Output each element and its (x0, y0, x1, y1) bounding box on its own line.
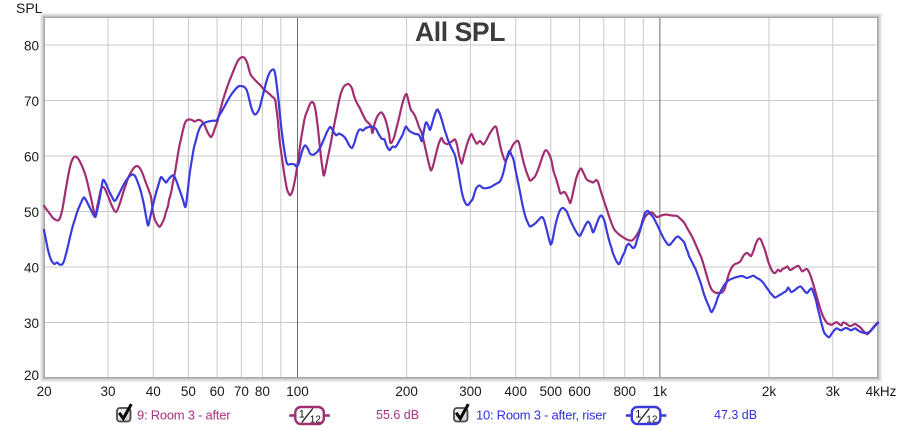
svg-text:2k: 2k (762, 384, 777, 399)
svg-text:1: 1 (635, 409, 641, 421)
svg-text:1: 1 (299, 409, 305, 421)
svg-text:500: 500 (540, 384, 563, 399)
svg-text:12: 12 (646, 415, 658, 426)
svg-text:47.3 dB: 47.3 dB (714, 408, 757, 422)
svg-text:70: 70 (234, 384, 249, 399)
svg-text:200: 200 (395, 384, 418, 399)
svg-text:30: 30 (100, 384, 115, 399)
svg-text:SPL: SPL (16, 0, 43, 16)
svg-text:1k: 1k (653, 384, 668, 399)
svg-text:20: 20 (24, 368, 39, 383)
svg-text:600: 600 (568, 384, 591, 399)
svg-text:60: 60 (210, 384, 225, 399)
svg-text:100: 100 (286, 384, 309, 399)
svg-text:70: 70 (24, 94, 39, 109)
svg-text:60: 60 (24, 150, 39, 165)
svg-text:30: 30 (24, 316, 39, 331)
svg-text:300: 300 (459, 384, 482, 399)
svg-text:50: 50 (24, 205, 39, 220)
svg-text:800: 800 (614, 384, 637, 399)
svg-text:9: Room 3 - after: 9: Room 3 - after (137, 408, 231, 423)
svg-text:4kHz: 4kHz (866, 384, 897, 399)
svg-text:20: 20 (37, 384, 52, 399)
svg-text:55.6 dB: 55.6 dB (376, 408, 419, 422)
svg-text:40: 40 (146, 384, 161, 399)
svg-text:40: 40 (24, 261, 39, 276)
svg-text:10: Room 3 - after, riser: 10: Room 3 - after, riser (476, 408, 607, 423)
svg-text:80: 80 (24, 39, 39, 54)
svg-text:400: 400 (504, 384, 527, 399)
svg-text:12: 12 (310, 415, 322, 426)
svg-text:3k: 3k (826, 384, 841, 399)
svg-text:80: 80 (255, 384, 270, 399)
svg-text:All SPL: All SPL (415, 17, 505, 47)
svg-text:50: 50 (181, 384, 196, 399)
